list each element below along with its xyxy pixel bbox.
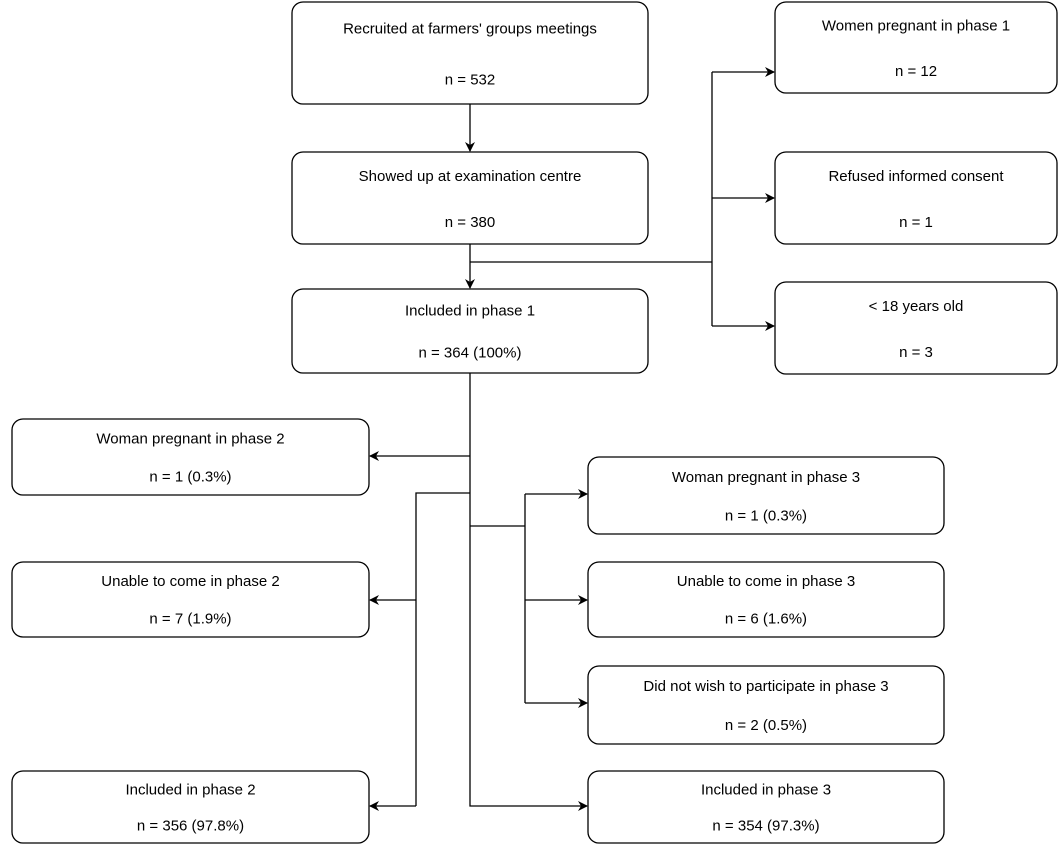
node-label: Refused informed consent <box>828 168 1004 185</box>
connector <box>470 72 713 326</box>
node-box <box>587 456 945 535</box>
node-box <box>587 770 945 844</box>
boxes: Recruited at farmers' groups meetings n =… <box>11 1 1058 844</box>
node-label: < 18 years old <box>869 298 964 315</box>
node-label: Woman pregnant in phase 2 <box>96 430 284 447</box>
node-box <box>587 665 945 745</box>
node-label: Recruited at farmers' groups meetings <box>343 21 597 38</box>
node-label: Did not wish to participate in phase 3 <box>643 678 888 695</box>
node-count: n = 364 (100%) <box>419 345 522 362</box>
connector <box>415 492 470 806</box>
node-box <box>11 418 370 496</box>
node-label: Included in phase 3 <box>701 781 831 798</box>
node-count: n = 1 (0.3%) <box>725 507 807 524</box>
node-box <box>291 1 649 105</box>
node-count: n = 532 <box>445 72 495 89</box>
node-count: n = 2 (0.5%) <box>725 717 807 734</box>
node-count: n = 380 <box>445 214 495 231</box>
node-box <box>774 1 1058 94</box>
node-label: Unable to come in phase 3 <box>677 573 855 590</box>
connector <box>470 494 526 703</box>
node-box <box>11 770 370 844</box>
node-count: n = 356 (97.8%) <box>137 817 244 834</box>
node-label: Included in phase 2 <box>125 781 255 798</box>
node-label: Women pregnant in phase 1 <box>822 18 1010 35</box>
node-box <box>11 561 370 638</box>
node-label: Unable to come in phase 2 <box>101 573 279 590</box>
connectors <box>369 67 775 811</box>
node-count: n = 1 <box>899 214 933 231</box>
node-count: n = 12 <box>895 63 937 80</box>
node-count: n = 354 (97.3%) <box>712 817 819 834</box>
node-count: n = 7 (1.9%) <box>149 611 231 628</box>
node-box <box>291 288 649 374</box>
node-label: Woman pregnant in phase 3 <box>672 469 860 486</box>
node-box <box>774 281 1058 375</box>
node-count: n = 3 <box>899 344 933 361</box>
node-count: n = 1 (0.3%) <box>149 468 231 485</box>
node-count: n = 6 (1.6%) <box>725 611 807 628</box>
node-box <box>587 561 945 638</box>
node-box <box>774 151 1058 245</box>
node-box <box>291 151 649 245</box>
node-label: Showed up at examination centre <box>359 168 582 185</box>
node-label: Included in phase 1 <box>405 303 535 320</box>
arrow <box>469 373 588 811</box>
